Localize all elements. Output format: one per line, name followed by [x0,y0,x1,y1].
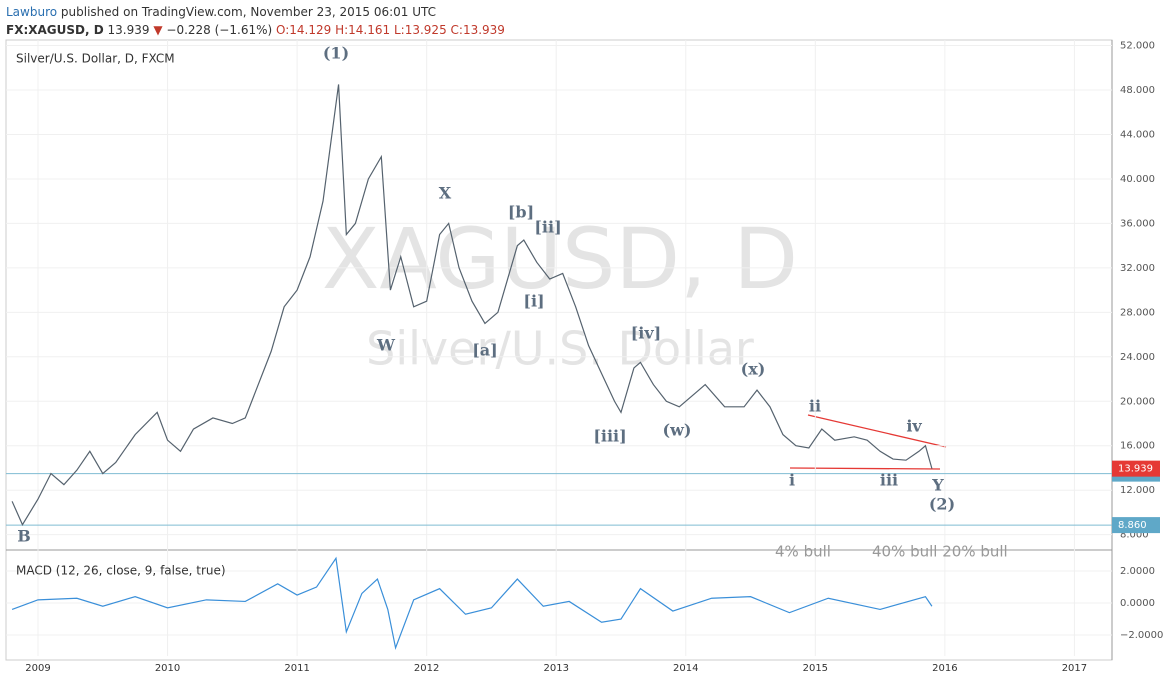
trendline [789,467,941,470]
y-tick-label: 48.000 [1120,85,1155,96]
y-tick-label: 36.000 [1120,218,1155,229]
y-tick-label: 12.000 [1120,485,1155,496]
quote-line: FX:XAGUSD, D 13.939 ▼ −0.228 (−1.61%) O:… [6,21,505,39]
last: 13.939 [107,23,150,37]
ohlc: L:13.925 [393,23,447,37]
publish-line: Lawburo published on TradingView.com, No… [6,3,505,21]
wave-label: [a] [472,341,498,360]
legend: Silver/U.S. Dollar, D, FXCM [16,52,175,66]
y-tick-label: 44.000 [1120,129,1155,140]
wave-label: W [376,336,396,355]
y-tick-label: 8.000 [1120,530,1149,541]
wave-label: B [17,527,31,546]
price-label: 8.860 [1118,520,1147,531]
price-line [11,84,933,526]
wave-label: X [439,184,452,203]
wave-label: [iii] [593,427,626,446]
wave-label: (1) [323,44,349,63]
x-tick-label: 2013 [543,663,568,674]
wave-label: (w) [663,421,692,440]
wave-label: [ii] [534,218,561,237]
ohlc: H:14.161 [335,23,391,37]
y-tick-label: 28.000 [1120,307,1155,318]
x-tick-label: 2011 [284,663,309,674]
ohlc: O:14.129 [276,23,332,37]
legend: MACD (12, 26, close, 9, false, true) [16,564,226,578]
wave-label: Y [931,476,944,495]
x-tick-label: 2010 [155,663,180,674]
x-tick-label: 2012 [414,663,439,674]
y-tick-label: 52.000 [1120,41,1155,52]
wave-label: iv [906,417,922,436]
y-tick-label: 32.000 [1120,263,1155,274]
wave-label: [iv] [631,324,662,343]
y-tick-label: 20.000 [1120,396,1155,407]
last-price-bg [1112,460,1160,477]
wave-label: iii [880,471,898,490]
ohlc: C:13.939 [450,23,505,37]
price-label-bg [1112,517,1160,534]
y-tick-label: 24.000 [1120,352,1155,363]
note: 40% bull 20% bull [872,543,1008,561]
wave-label: [b] [508,203,534,222]
author[interactable]: Lawburo [6,5,58,19]
header: Lawburo published on TradingView.com, No… [6,3,505,39]
x-tick-label: 2009 [25,663,50,674]
watermark: Silver/U.S. Dollar [366,322,754,376]
last-price-label: 13.939 [1118,464,1153,475]
price-line [11,556,933,651]
change: −0.228 (−1.61%) [166,23,273,37]
y-tick-label: 2.0000 [1120,566,1155,577]
y-tick-label: 40.000 [1120,174,1155,185]
x-tick-label: 2014 [673,663,698,674]
wave-label: (x) [741,360,766,379]
arrow: ▼ [153,23,163,37]
x-tick-label: 2016 [932,663,957,674]
note: 4% bull [775,543,831,561]
x-tick-label: 2017 [1062,663,1087,674]
wave-label: (2) [929,495,955,514]
wave-label: ii [809,397,821,416]
trendline [807,414,947,448]
y-tick-label: 16.000 [1120,441,1155,452]
symbol: FX:XAGUSD, D [6,23,104,37]
wave-label: [i] [523,292,544,311]
published: published on TradingView.com, November 2… [60,5,437,19]
x-tick-label: 2015 [803,663,828,674]
y-tick-label: −2.0000 [1120,630,1163,641]
wave-label: i [789,471,795,490]
y-tick-label: 0.0000 [1120,598,1155,609]
